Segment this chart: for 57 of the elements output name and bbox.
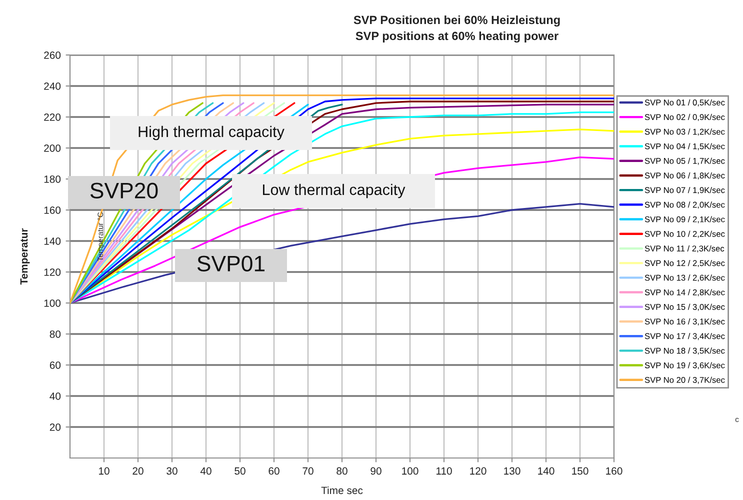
- legend-label: SVP No 12 / 2,5K/sec: [644, 260, 725, 268]
- y-tick-label: 160: [44, 206, 61, 214]
- y-tick-label: 260: [44, 52, 61, 59]
- y-tick-label: 140: [44, 238, 61, 245]
- y-tick-label: 220: [44, 114, 61, 121]
- legend-label: SVP No 10 / 2,2K/sec: [644, 230, 725, 238]
- y-tick-label: 180: [44, 176, 61, 183]
- legend-label: SVP No 18 / 3,5K/sec: [644, 348, 725, 355]
- x-tick-label: 30: [166, 467, 178, 475]
- legend-label: SVP No 11 / 2,3K/sec: [644, 245, 724, 252]
- legend-label: SVP No 06 / 1,8K/sec: [644, 172, 725, 180]
- x-tick-label: 110: [436, 467, 452, 475]
- y-tick-label: 240: [44, 82, 61, 90]
- y-tick-label: 60: [50, 362, 61, 369]
- x-tick-label: 90: [370, 467, 382, 475]
- x-tick-label: 70: [302, 467, 314, 475]
- legend-label: SVP No 16 / 3,1K/sec: [644, 318, 725, 326]
- y-tick-label: 100: [44, 300, 61, 307]
- legend-label: SVP No 19 / 3,6K/sec: [644, 362, 725, 370]
- x-tick-label: 150: [572, 467, 588, 475]
- y-tick-label: 120: [44, 268, 61, 276]
- x-tick-label: 120: [470, 467, 486, 475]
- x-tick-label: 130: [504, 467, 520, 475]
- annotation: High thermal capacity: [138, 126, 284, 140]
- x-tick-label: 40: [200, 467, 212, 475]
- y-tick-label: 80: [50, 330, 61, 338]
- annotation: Low thermal capacity: [263, 184, 406, 198]
- x-axis-title: Time sec: [321, 486, 363, 494]
- x-tick-label: 10: [99, 467, 110, 475]
- legend-label: SVP No 14 / 2,8K/sec: [644, 289, 725, 296]
- chart-title: SVP Positionen bei 60% Heizleistung: [354, 15, 560, 27]
- x-tick-label: 50: [234, 467, 246, 475]
- legend-label: SVP No 04 / 1,5K/sec: [644, 143, 725, 150]
- legend-label: SVP No 01 / 0,5K/sec: [644, 99, 725, 106]
- legend-label: SVP No 02 / 0,9K/sec: [644, 114, 725, 122]
- x-tick-label: 60: [268, 467, 280, 475]
- annotation: SVP20: [90, 182, 158, 198]
- x-tick-label: 80: [336, 467, 348, 475]
- legend-label: SVP No 08 / 2,0K/sec: [644, 202, 725, 209]
- legend-label: SVP No 07 / 1,9K/sec: [644, 186, 725, 194]
- legend-label: SVP No 15 / 3,0K/sec: [644, 304, 725, 311]
- x-tick-label: 20: [132, 467, 144, 475]
- legend-label: SVP No 09 / 2,1K/sec: [644, 216, 725, 224]
- y-axis-title: Temperatur: [20, 228, 30, 285]
- chart-subtitle: SVP positions at 60% heating power: [356, 31, 558, 43]
- legend-label: SVP No 17 / 3,4K/sec: [644, 332, 725, 340]
- x-tick-label: 100: [402, 467, 418, 475]
- legend-label: SVP No 20 / 3,7K/sec: [644, 376, 725, 384]
- x-tick-label: 140: [538, 467, 554, 475]
- annotation: SVP01: [197, 256, 265, 272]
- y-tick-label: 40: [50, 392, 61, 400]
- y-tick-label: 200: [44, 144, 61, 152]
- legend-label: SVP No 05 / 1,7K/sec: [644, 158, 725, 165]
- legend-label: SVP No 13 / 2,6K/sec: [644, 274, 725, 282]
- x-tick-label: 160: [606, 467, 622, 475]
- y-tick-label: 20: [50, 424, 61, 431]
- legend-label: SVP No 03 / 1,2K/sec: [644, 128, 725, 136]
